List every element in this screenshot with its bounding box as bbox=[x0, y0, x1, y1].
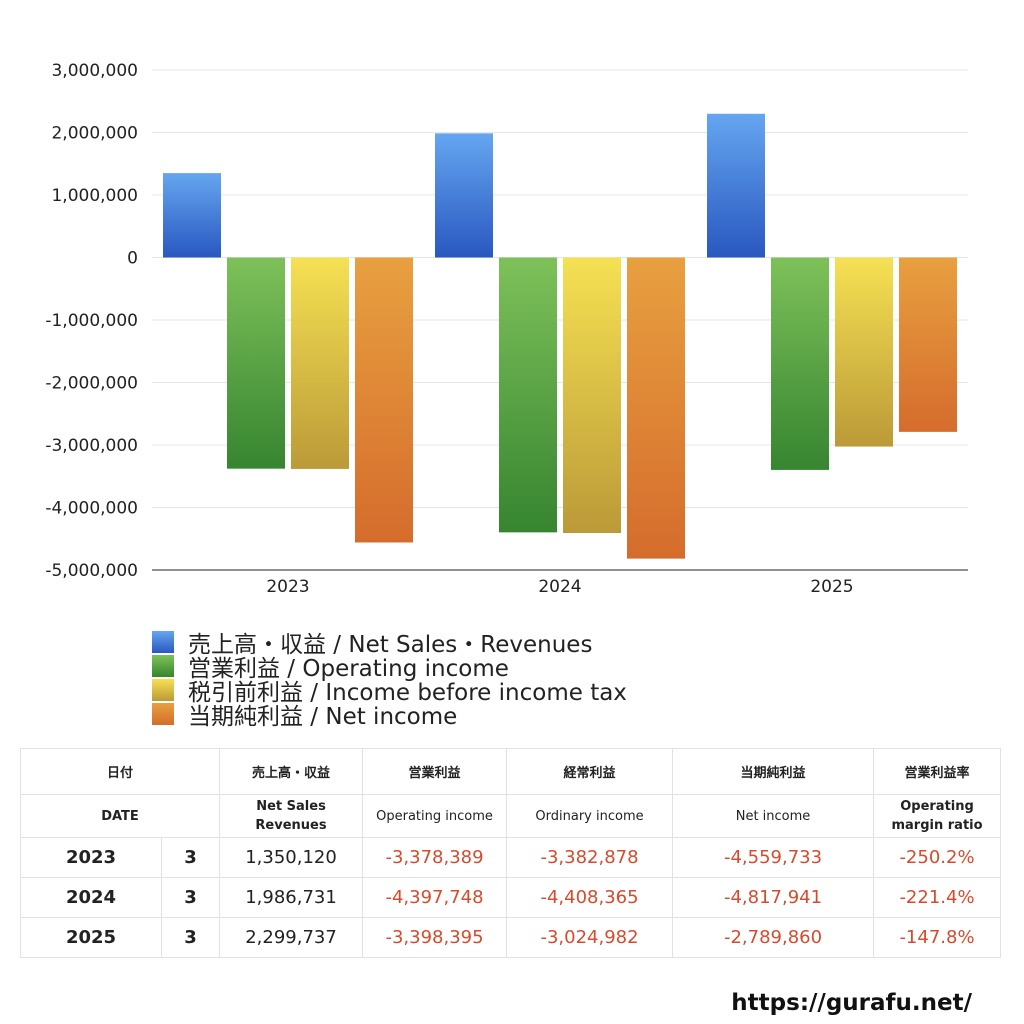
y-tick-label: 2,000,000 bbox=[51, 124, 138, 144]
cell-ordinary: -3,382,878 bbox=[506, 837, 674, 878]
bar-operating-2023 bbox=[227, 257, 285, 469]
cell-operating: -4,397,748 bbox=[362, 877, 508, 918]
cell-month: 3 bbox=[160, 877, 221, 918]
y-tick-label: -4,000,000 bbox=[45, 499, 138, 519]
cell-year: 2023 bbox=[20, 837, 162, 878]
y-tick-label: -2,000,000 bbox=[45, 374, 138, 394]
cell-sales: 1,350,120 bbox=[219, 837, 364, 878]
header-net-en: Net income bbox=[672, 794, 875, 838]
cell-sales: 1,986,731 bbox=[219, 877, 364, 918]
header-net-jp: 当期純利益 bbox=[672, 748, 875, 795]
x-tick-label: 2025 bbox=[810, 577, 853, 597]
y-tick-label: -3,000,000 bbox=[45, 436, 138, 456]
legend-item-operating: 営業利益 / Operating income bbox=[152, 654, 627, 682]
bar-sales-2025 bbox=[707, 113, 765, 258]
table-row: 2025 3 2,299,737 -3,398,395 -3,024,982 -… bbox=[20, 917, 1002, 958]
bar-sales-2024 bbox=[435, 133, 493, 258]
header-margin-en: Operating margin ratio bbox=[873, 794, 1002, 838]
header-margin-jp: 営業利益率 bbox=[873, 748, 1002, 795]
cell-year: 2025 bbox=[20, 917, 162, 958]
cell-net: -4,559,733 bbox=[672, 837, 875, 878]
bar-pretax-2025 bbox=[835, 257, 893, 447]
y-tick-label: 0 bbox=[127, 249, 138, 269]
table-row: 2024 3 1,986,731 -4,397,748 -4,408,365 -… bbox=[20, 877, 1002, 918]
cell-year: 2024 bbox=[20, 877, 162, 918]
legend-label-sales: 売上高・収益 / Net Sales・Revenues bbox=[188, 632, 593, 658]
header-operating-en: Operating income bbox=[362, 794, 508, 838]
table-header-jp: 日付 売上高・収益 営業利益 経常利益 当期純利益 営業利益率 bbox=[19, 748, 1002, 795]
bar-net-2025 bbox=[899, 257, 957, 432]
legend-item-pretax: 税引前利益 / Income before income tax bbox=[152, 678, 627, 706]
financial-table: 日付 売上高・収益 営業利益 経常利益 当期純利益 営業利益率 DATE Net… bbox=[19, 748, 1002, 958]
header-sales-jp: 売上高・収益 bbox=[219, 748, 364, 795]
table-row: 2023 3 1,350,120 -3,378,389 -3,382,878 -… bbox=[20, 837, 1002, 878]
y-tick-label: 1,000,000 bbox=[51, 186, 138, 206]
cell-margin: -147.8% bbox=[873, 917, 1002, 958]
header-date-jp: 日付 bbox=[19, 748, 221, 795]
bar-pretax-2023 bbox=[291, 257, 349, 469]
cell-margin: -221.4% bbox=[873, 877, 1002, 918]
legend-label-operating: 営業利益 / Operating income bbox=[188, 656, 509, 682]
cell-sales: 2,299,737 bbox=[219, 917, 364, 958]
bar-pretax-2024 bbox=[563, 257, 621, 534]
legend-label-pretax: 税引前利益 / Income before income tax bbox=[188, 680, 627, 706]
cell-operating: -3,378,389 bbox=[362, 837, 508, 878]
y-tick-label: -1,000,000 bbox=[45, 311, 138, 331]
bar-net-2023 bbox=[355, 257, 413, 543]
cell-margin: -250.2% bbox=[873, 837, 1002, 878]
legend-label-net: 当期純利益 / Net income bbox=[188, 704, 458, 730]
header-date-en: DATE bbox=[19, 794, 221, 838]
bar-operating-2024 bbox=[499, 257, 557, 533]
y-tick-label: -5,000,000 bbox=[45, 561, 138, 581]
bar-net-2024 bbox=[627, 257, 685, 559]
cell-operating: -3,398,395 bbox=[362, 917, 508, 958]
x-tick-label: 2023 bbox=[266, 577, 309, 597]
y-tick-label: 3,000,000 bbox=[51, 61, 138, 81]
legend-swatch-sales bbox=[152, 631, 174, 653]
site-url[interactable]: https://gurafu.net/ bbox=[731, 990, 972, 1016]
cell-ordinary: -4,408,365 bbox=[506, 877, 674, 918]
cell-ordinary: -3,024,982 bbox=[506, 917, 674, 958]
legend-swatch-operating bbox=[152, 655, 174, 677]
x-tick-label: 2024 bbox=[538, 577, 581, 597]
table-header-en: DATE Net Sales Revenues Operating income … bbox=[19, 794, 1002, 838]
header-ordinary-en: Ordinary income bbox=[506, 794, 674, 838]
header-sales-en: Net Sales Revenues bbox=[219, 794, 364, 838]
bar-chart: 3,000,000 2,000,000 1,000,000 0 -1,000,000 -2… bbox=[45, 61, 968, 597]
cell-month: 3 bbox=[160, 837, 221, 878]
legend-item-net: 当期純利益 / Net income bbox=[152, 702, 627, 730]
cell-net: -4,817,941 bbox=[672, 877, 875, 918]
cell-month: 3 bbox=[160, 917, 221, 958]
header-ordinary-jp: 経常利益 bbox=[506, 748, 674, 795]
cell-net: -2,789,860 bbox=[672, 917, 875, 958]
legend-item-sales: 売上高・収益 / Net Sales・Revenues bbox=[152, 630, 627, 658]
legend-swatch-net bbox=[152, 703, 174, 725]
bar-sales-2023 bbox=[163, 173, 221, 258]
bar-operating-2025 bbox=[771, 257, 829, 470]
header-operating-jp: 営業利益 bbox=[362, 748, 508, 795]
chart-legend: 売上高・収益 / Net Sales・Revenues 営業利益 / Opera… bbox=[152, 630, 627, 730]
legend-swatch-pretax bbox=[152, 679, 174, 701]
